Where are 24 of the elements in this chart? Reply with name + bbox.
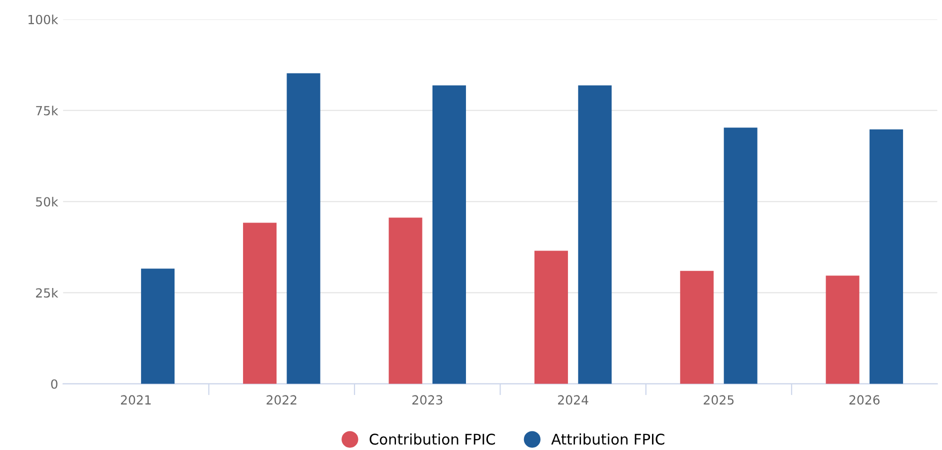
x-tick-label: 2025 <box>704 395 734 405</box>
y-tick-label: 50k <box>36 196 58 207</box>
bar <box>826 276 860 384</box>
y-tick-label: 100k <box>28 14 58 24</box>
bar <box>578 85 612 384</box>
bar <box>724 128 758 384</box>
x-tick-label: 2024 <box>558 395 588 405</box>
legend-label: Contribution FPIC <box>370 433 495 445</box>
y-tick-label: 75k <box>36 106 58 116</box>
bar <box>388 218 422 384</box>
y-tick-label: 25k <box>36 288 58 298</box>
x-tick-label: 2026 <box>849 395 880 405</box>
x-tick-label: 2023 <box>412 395 442 405</box>
bar <box>243 222 277 384</box>
legend-label: Attribution FPIC <box>551 433 664 445</box>
bar <box>432 85 466 384</box>
bar <box>870 129 904 384</box>
y-tick-label: 0 <box>51 379 58 389</box>
bar <box>534 250 568 384</box>
x-tick-label: 2022 <box>266 395 296 405</box>
bar <box>680 270 714 384</box>
bar <box>141 268 175 384</box>
x-tick-label: 2021 <box>120 395 151 405</box>
bar <box>286 73 320 384</box>
